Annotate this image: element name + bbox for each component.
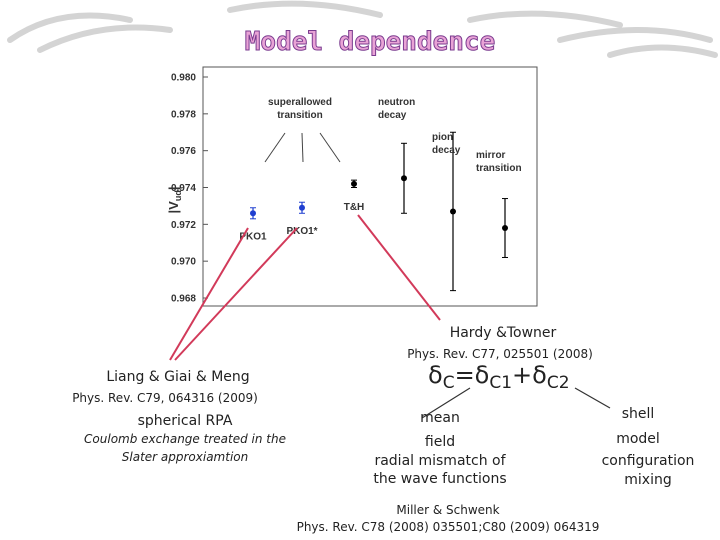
annotation: mirror xyxy=(476,150,506,161)
y-tick-label: 0.976 xyxy=(171,146,196,157)
liang-name: Liang & Giai & Meng xyxy=(106,369,249,385)
point xyxy=(299,204,305,211)
mean-field: field xyxy=(425,434,455,450)
miller-ref: Phys. Rev. C78 (2008) 035501;C80 (2009) … xyxy=(297,520,600,534)
y-axis-label-part: | xyxy=(166,187,181,191)
point-label: PKO1* xyxy=(286,226,317,237)
point-label: T&H xyxy=(344,202,365,213)
liang-ref: Phys. Rev. C79, 064316 (2009) xyxy=(72,391,258,405)
y-tick-label: 0.974 xyxy=(171,183,196,194)
annotation: decay xyxy=(378,110,407,121)
point xyxy=(351,180,357,187)
annotation-arrow xyxy=(319,132,341,163)
mean-field: mean xyxy=(420,410,460,426)
y-axis-label-part: |V xyxy=(166,201,181,214)
point xyxy=(450,208,456,215)
slide-title: Model dependence xyxy=(245,27,495,57)
shell-model-desc: mixing xyxy=(624,472,671,488)
annotation: superallowed xyxy=(268,97,332,108)
shell-model: model xyxy=(616,431,660,447)
liang-note: Slater approxiamtion xyxy=(122,450,248,464)
liang-note: Coulomb exchange treated in the xyxy=(84,432,286,446)
annotation: neutron xyxy=(378,97,415,108)
annotation: transition xyxy=(476,163,522,174)
mean-field-desc: radial mismatch of xyxy=(374,453,506,469)
y-tick-label: 0.968 xyxy=(171,294,196,305)
point xyxy=(502,225,508,232)
hardy-name: Hardy &Towner xyxy=(450,325,557,341)
shell-model: shell xyxy=(622,406,655,422)
y-tick-label: 0.970 xyxy=(171,257,196,268)
formula-sub: C xyxy=(443,373,455,393)
shell-model-desc: configuration xyxy=(602,453,695,469)
pointers xyxy=(421,387,611,419)
annotation-arrow xyxy=(301,132,304,163)
arrows xyxy=(169,214,441,361)
y-axis-label-part: ud xyxy=(173,190,183,201)
point xyxy=(401,175,407,182)
liang-method: spherical RPA xyxy=(138,413,233,429)
annotation: decay xyxy=(432,145,461,156)
formula: δC=δC1+δC2 xyxy=(428,361,570,393)
annotation-arrow xyxy=(264,132,286,163)
decoration xyxy=(7,0,718,58)
formula-part: +δ xyxy=(512,361,547,389)
formula-sub: C1 xyxy=(489,373,512,393)
point-label: PKO1 xyxy=(239,231,267,242)
point xyxy=(250,210,256,217)
formula-part: δ xyxy=(428,361,443,389)
y-tick-label: 0.980 xyxy=(171,73,196,84)
formula-part: =δ xyxy=(455,361,490,389)
annotation: transition xyxy=(277,110,323,121)
hardy-ref: Phys. Rev. C77, 025501 (2008) xyxy=(407,347,593,361)
mean-field-desc: the wave functions xyxy=(373,471,506,487)
annotation: pion xyxy=(432,132,453,143)
plot-frame xyxy=(202,66,538,307)
y-tick-label: 0.978 xyxy=(171,109,196,120)
miller-name: Miller & Schwenk xyxy=(396,503,499,517)
formula-sub: C2 xyxy=(547,373,570,393)
y-axis-label: |Vud| xyxy=(166,187,183,214)
chart: 0.968 0.970 0.972 0.974 0.976 0.978 0.980 |Vud|… xyxy=(166,66,538,307)
y-tick-label: 0.972 xyxy=(171,220,196,231)
